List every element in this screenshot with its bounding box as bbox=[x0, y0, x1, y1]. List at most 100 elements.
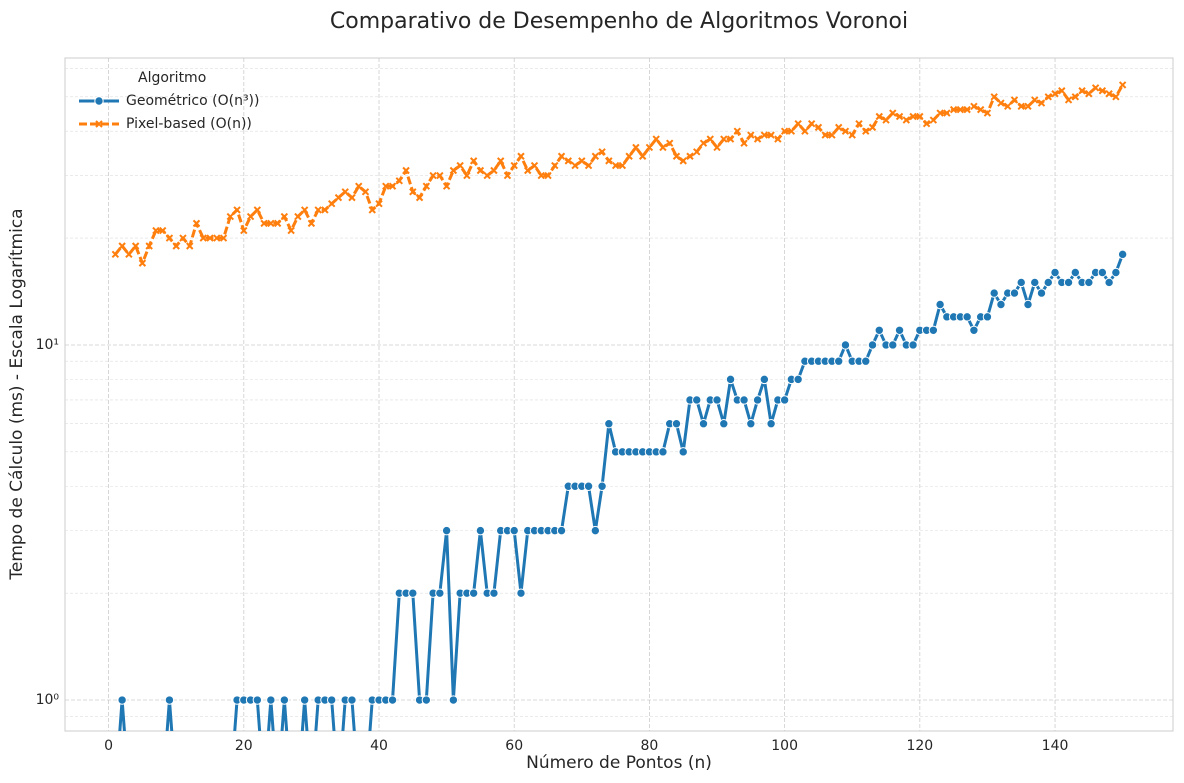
point bbox=[645, 143, 654, 152]
point bbox=[1043, 277, 1053, 288]
point bbox=[1111, 267, 1121, 278]
point bbox=[894, 325, 905, 335]
legend-marker bbox=[94, 96, 104, 106]
point bbox=[888, 340, 898, 350]
point bbox=[868, 123, 877, 132]
point bbox=[753, 135, 762, 143]
point bbox=[875, 112, 883, 121]
point bbox=[1050, 267, 1060, 278]
point bbox=[1010, 96, 1019, 104]
point bbox=[524, 166, 532, 175]
point bbox=[152, 226, 160, 235]
point bbox=[713, 143, 721, 152]
point bbox=[246, 212, 255, 221]
point bbox=[759, 374, 770, 385]
x-tick-label: 40 bbox=[370, 738, 388, 754]
y-axis-label: Tempo de Cálculo (ms) - Escala Logarítmi… bbox=[7, 208, 27, 580]
point bbox=[874, 325, 884, 335]
point bbox=[787, 127, 796, 135]
point bbox=[598, 148, 606, 156]
point bbox=[720, 135, 728, 143]
point bbox=[334, 193, 343, 202]
point bbox=[368, 206, 376, 214]
point bbox=[1104, 277, 1114, 288]
point bbox=[963, 105, 971, 114]
point bbox=[929, 116, 938, 124]
point bbox=[436, 171, 444, 180]
point bbox=[605, 157, 613, 165]
point bbox=[395, 177, 404, 185]
point bbox=[326, 695, 337, 705]
point bbox=[348, 193, 356, 202]
point bbox=[935, 299, 945, 310]
point bbox=[793, 374, 803, 385]
point bbox=[706, 135, 714, 143]
labels: 10⁰ 10¹ 0 20 40 60 80 100 120 140 Algoritmo Geométr… bbox=[36, 70, 1069, 754]
point bbox=[489, 588, 499, 598]
point bbox=[583, 481, 594, 491]
point bbox=[578, 157, 586, 165]
point bbox=[902, 116, 911, 124]
point bbox=[712, 395, 722, 405]
point bbox=[463, 171, 471, 180]
point bbox=[632, 143, 640, 152]
point bbox=[1016, 277, 1026, 288]
x-tick-label: 120 bbox=[906, 738, 933, 754]
point bbox=[551, 161, 559, 170]
point bbox=[233, 206, 241, 214]
point bbox=[1117, 249, 1128, 260]
point bbox=[1112, 93, 1120, 101]
plot-area bbox=[64, 57, 1174, 732]
x-tick-label: 0 bbox=[104, 738, 113, 754]
point bbox=[1118, 81, 1127, 89]
point bbox=[678, 447, 688, 457]
x-tick-label: 60 bbox=[505, 738, 523, 754]
point bbox=[409, 188, 417, 196]
point bbox=[117, 695, 127, 705]
point bbox=[982, 312, 993, 322]
point bbox=[659, 143, 667, 152]
point bbox=[719, 419, 729, 429]
point bbox=[516, 588, 526, 598]
point bbox=[794, 119, 802, 128]
point bbox=[1044, 93, 1052, 101]
point bbox=[375, 199, 383, 208]
point bbox=[429, 171, 437, 180]
point bbox=[908, 340, 918, 350]
point bbox=[916, 112, 924, 121]
point bbox=[1023, 299, 1033, 310]
point bbox=[989, 288, 999, 298]
point bbox=[408, 588, 418, 598]
point bbox=[625, 152, 633, 160]
point bbox=[476, 166, 485, 175]
point bbox=[801, 127, 809, 135]
point bbox=[138, 259, 147, 267]
point bbox=[421, 695, 432, 705]
point bbox=[1063, 277, 1074, 288]
point bbox=[1009, 288, 1020, 298]
point bbox=[679, 157, 687, 165]
point bbox=[530, 161, 539, 170]
grid bbox=[65, 58, 1173, 731]
point bbox=[780, 127, 789, 135]
point bbox=[287, 226, 295, 235]
point bbox=[517, 152, 525, 160]
point bbox=[327, 199, 336, 208]
point bbox=[996, 299, 1006, 310]
point bbox=[273, 219, 282, 228]
point bbox=[1084, 277, 1094, 288]
point bbox=[252, 695, 263, 705]
x-tick-label: 80 bbox=[641, 738, 659, 754]
point bbox=[280, 212, 289, 221]
point bbox=[692, 395, 702, 405]
point bbox=[855, 119, 863, 128]
point bbox=[314, 206, 322, 214]
point bbox=[441, 525, 452, 536]
point bbox=[983, 109, 992, 117]
point bbox=[186, 242, 194, 250]
point bbox=[468, 588, 479, 598]
point bbox=[206, 234, 214, 242]
point bbox=[199, 234, 207, 242]
point bbox=[219, 234, 228, 242]
